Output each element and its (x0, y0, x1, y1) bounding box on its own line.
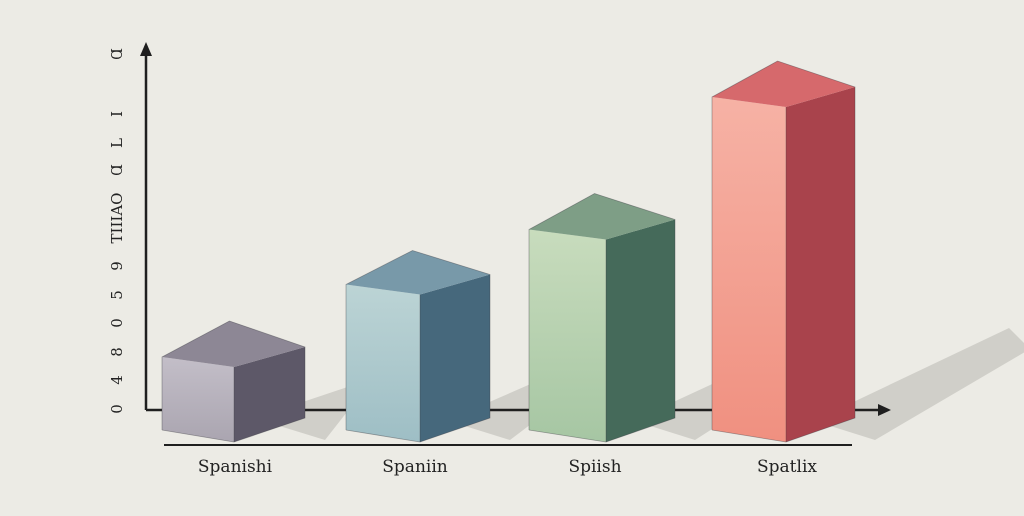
x-tick-label: Spaniin (382, 457, 447, 477)
bar-top-face (529, 193, 675, 240)
y-tick-label: 0 (108, 404, 126, 414)
y-tick-label: 9 (108, 261, 126, 271)
bar-front-face (529, 229, 606, 442)
y-tick-label: 4 (108, 375, 126, 385)
y-tick-label: 0 (108, 318, 126, 328)
bar-outline (528, 193, 676, 443)
bar-outline (161, 320, 306, 443)
bar-front-face (712, 97, 786, 442)
bar-side-face (420, 274, 490, 442)
bar (528, 193, 676, 443)
bar-top-face (162, 321, 305, 367)
bar (711, 60, 856, 443)
x-tick-label: Spiish (568, 457, 621, 477)
y-tick-label: Ɑ (108, 164, 126, 176)
y-tick-label: Ɑ (108, 48, 126, 60)
bar-front-face (162, 357, 234, 442)
y-tick-label: 5 (108, 290, 126, 300)
x-tick-labels: Spanishi Spaniin Spiish Spatlix (198, 457, 817, 477)
bar-top-face (712, 61, 855, 107)
bar-side-face (606, 219, 675, 442)
bar-top-face (346, 250, 490, 295)
x-tick-label: Spanishi (198, 457, 273, 477)
y-tick-label: 8 (108, 347, 126, 357)
y-tick-labels: 0 4 8 0 5 9 TΙΙΙΑΟ Ɑ L I Ɑ (108, 48, 126, 414)
bar (345, 250, 491, 443)
bar-front-face (346, 284, 420, 442)
y-axis-arrow (140, 42, 152, 56)
bar-outline (345, 250, 491, 443)
bar-side-face (234, 347, 305, 442)
bar-layer (161, 60, 856, 443)
y-tick-label: I (108, 111, 126, 117)
y-tick-label: L (108, 138, 126, 148)
x-axis-arrow (878, 404, 891, 416)
y-tick-label: TΙΙΙΑΟ (108, 193, 126, 244)
bar-outline (711, 60, 856, 443)
x-tick-label: Spatlix (757, 457, 817, 477)
bar (161, 320, 306, 443)
bar-side-face (786, 87, 855, 442)
